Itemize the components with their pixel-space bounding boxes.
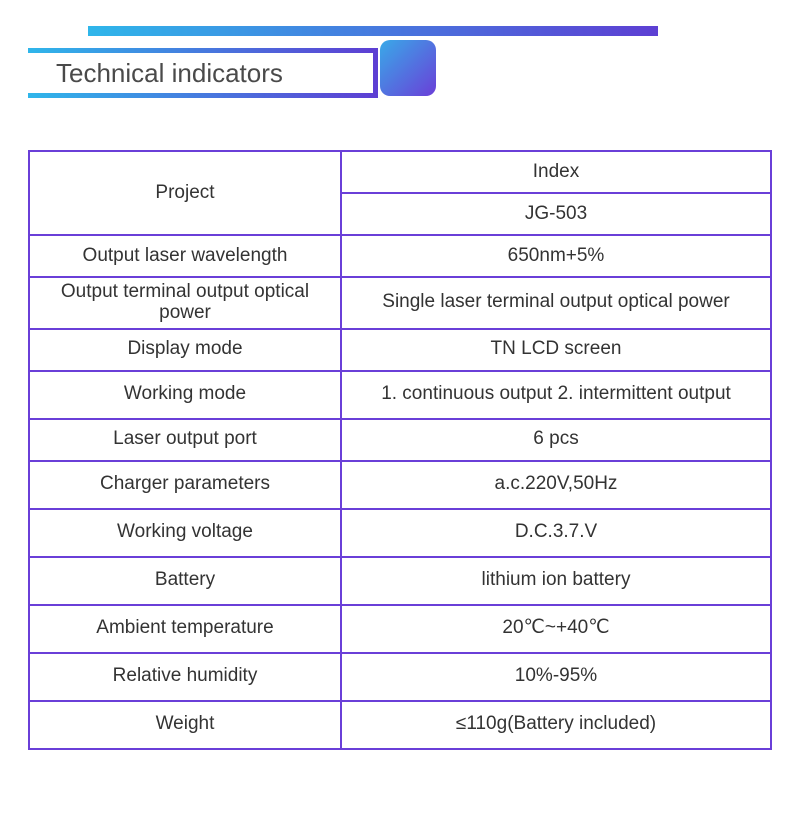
table-row: Laser output port 6 pcs	[29, 419, 771, 461]
table-row: Output terminal output optical power Sin…	[29, 277, 771, 329]
table-header-row: Project Index	[29, 151, 771, 193]
table-row: Charger parameters a.c.220V,50Hz	[29, 461, 771, 509]
row-label: Weight	[29, 701, 341, 749]
table-row: Battery lithium ion battery	[29, 557, 771, 605]
row-value: TN LCD screen	[341, 329, 771, 371]
row-value: ≤110g(Battery included)	[341, 701, 771, 749]
row-label: Working mode	[29, 371, 341, 419]
row-value: lithium ion battery	[341, 557, 771, 605]
table-row: Output laser wavelength 650nm+5%	[29, 235, 771, 277]
row-label: Charger parameters	[29, 461, 341, 509]
row-value: 6 pcs	[341, 419, 771, 461]
accent-box-icon	[380, 40, 436, 96]
row-label: Working voltage	[29, 509, 341, 557]
header: Technical indicators	[28, 18, 748, 118]
row-value: a.c.220V,50Hz	[341, 461, 771, 509]
row-label: Output terminal output optical power	[29, 277, 341, 329]
header-cell-index: Index	[341, 151, 771, 193]
table-row: Working voltage D.C.3.7.V	[29, 509, 771, 557]
row-value: 10%-95%	[341, 653, 771, 701]
row-label: Output laser wavelength	[29, 235, 341, 277]
row-value: 1. continuous output 2. intermittent out…	[341, 371, 771, 419]
table-row: Display mode TN LCD screen	[29, 329, 771, 371]
row-value: D.C.3.7.V	[341, 509, 771, 557]
title-bar: Technical indicators	[28, 48, 378, 98]
spec-table: Project Index JG-503 Output laser wavele…	[28, 150, 772, 750]
row-label: Battery	[29, 557, 341, 605]
table-row: Relative humidity 10%-95%	[29, 653, 771, 701]
table-row: Ambient temperature 20℃~+40℃	[29, 605, 771, 653]
row-value: 20℃~+40℃	[341, 605, 771, 653]
row-label: Relative humidity	[29, 653, 341, 701]
row-value: Single laser terminal output optical pow…	[341, 277, 771, 329]
header-cell-project: Project	[29, 151, 341, 235]
table-row: Weight ≤110g(Battery included)	[29, 701, 771, 749]
title-text: Technical indicators	[56, 58, 283, 89]
row-label: Laser output port	[29, 419, 341, 461]
header-cell-model: JG-503	[341, 193, 771, 235]
row-label: Ambient temperature	[29, 605, 341, 653]
row-label: Display mode	[29, 329, 341, 371]
header-top-bar	[88, 26, 658, 36]
table-row: Working mode 1. continuous output 2. int…	[29, 371, 771, 419]
row-value: 650nm+5%	[341, 235, 771, 277]
